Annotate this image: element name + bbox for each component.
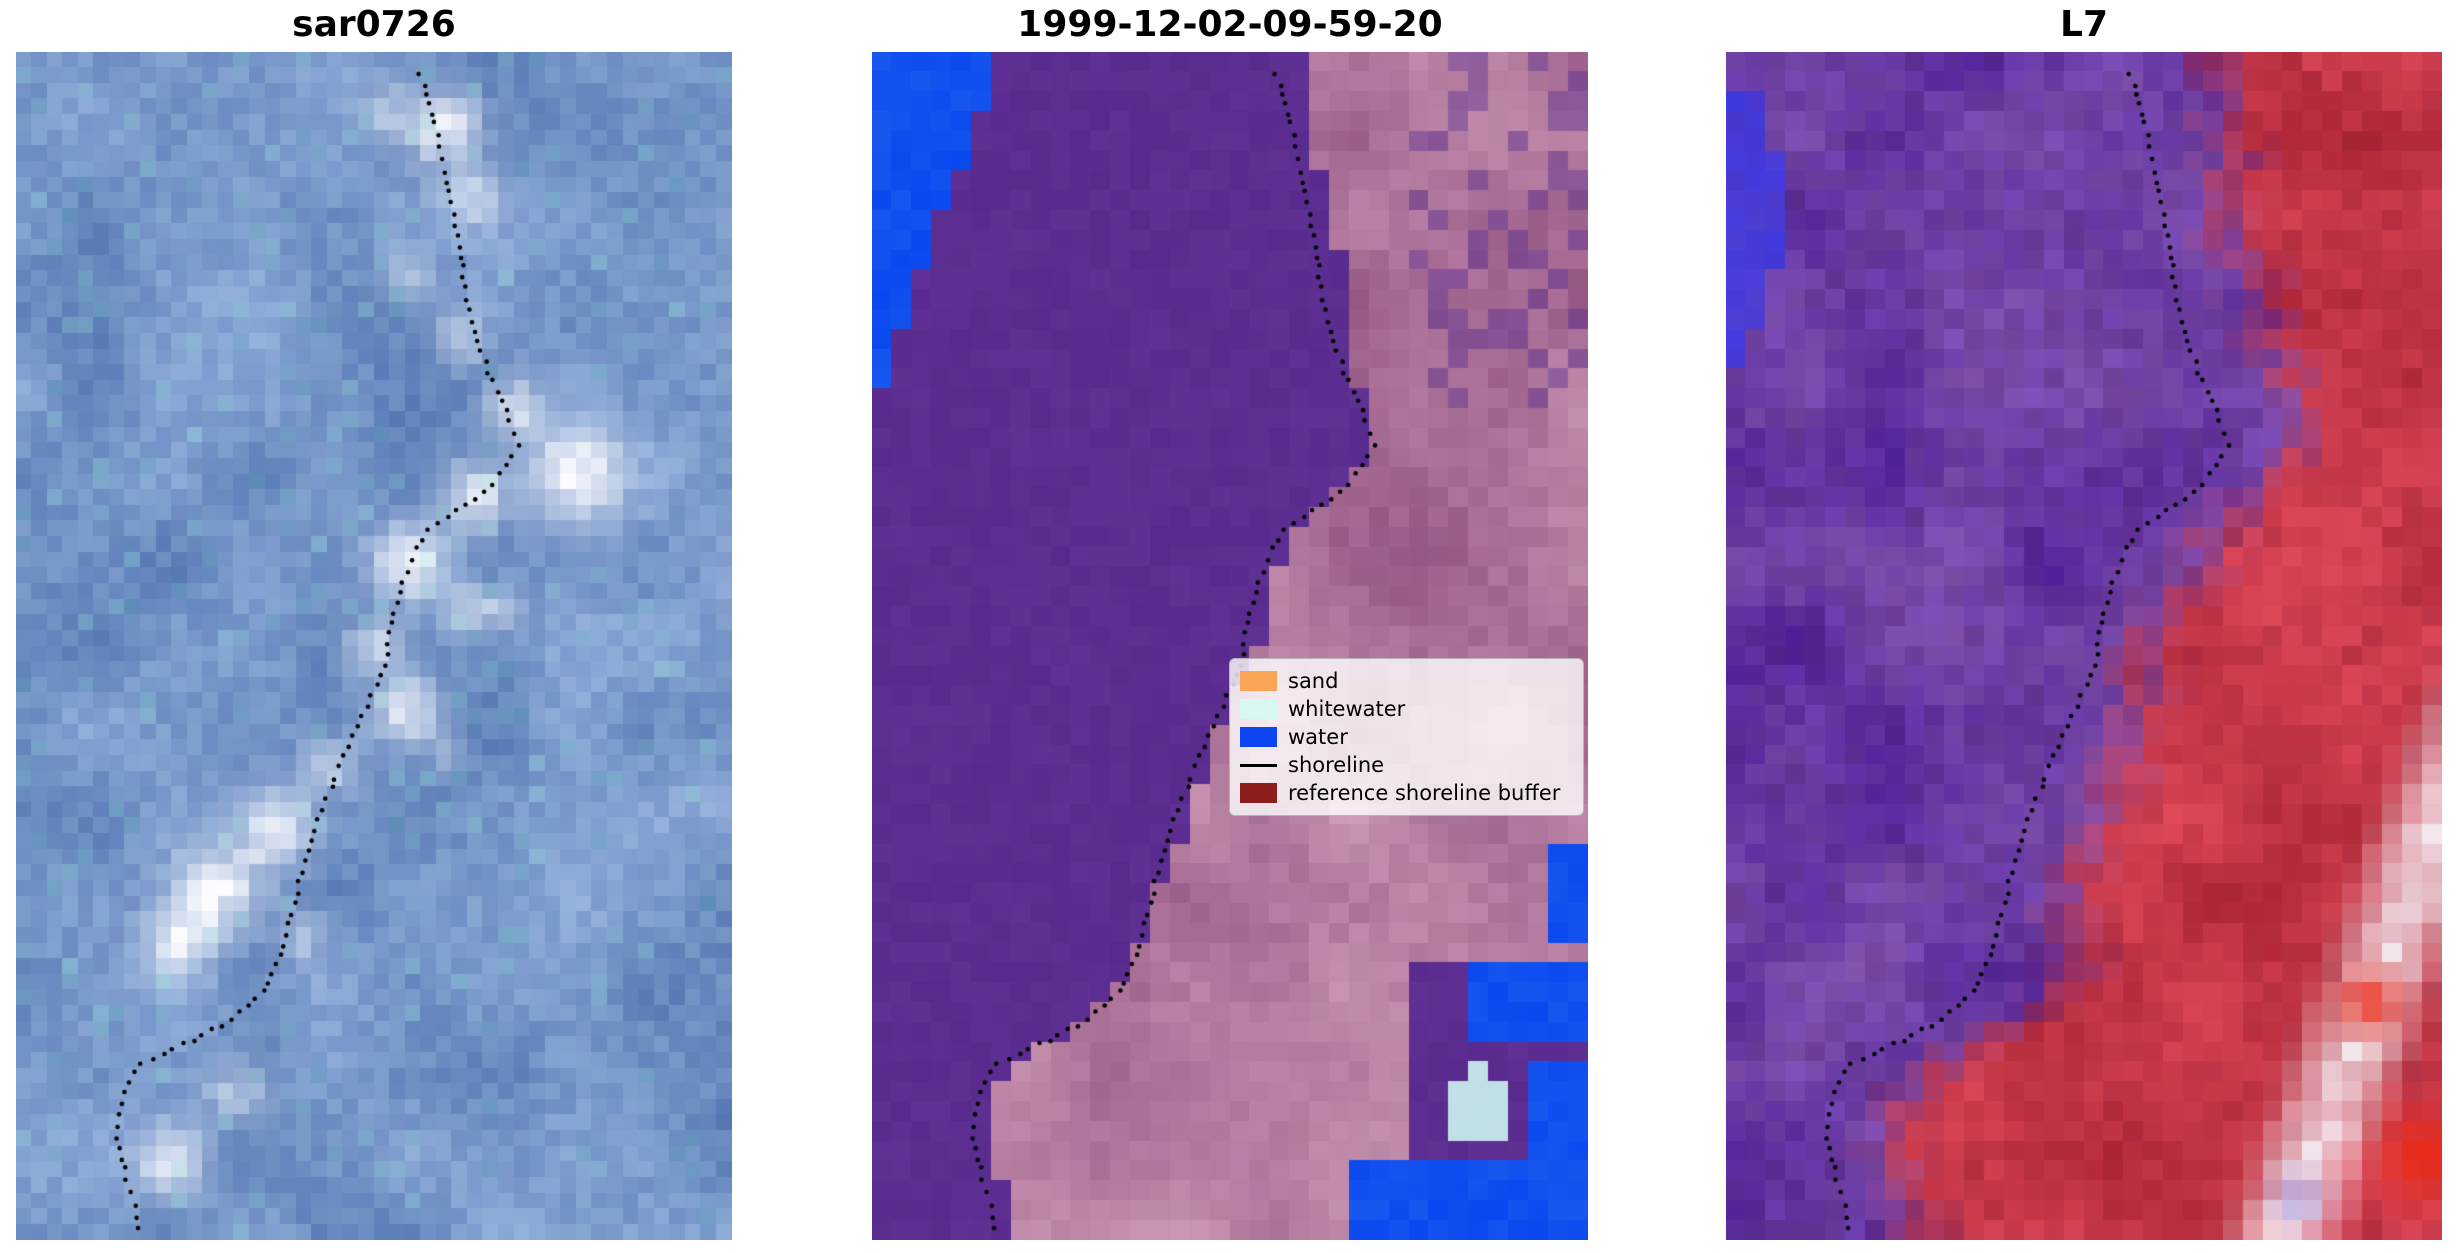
panel-title-l7: L7 (2060, 4, 2108, 45)
sand-color-swatch (1240, 671, 1277, 691)
legend-item-sand: sand (1240, 667, 1573, 695)
legend-label-water: water (1288, 725, 1348, 749)
panel-sar0726: sar0726 (16, 0, 732, 1253)
whitewater-color-swatch (1240, 699, 1277, 719)
shoreline-line-swatch (1240, 763, 1277, 767)
panel-l7: L7 (1726, 0, 2442, 1253)
water-color-swatch (1240, 727, 1277, 747)
reference-shoreline-buffer-color-swatch (1240, 783, 1277, 803)
panel-title-classified: 1999-12-02-09-59-20 (1017, 4, 1443, 45)
panel-classified: 1999-12-02-09-59-20 sand whitewater wate… (872, 0, 1588, 1253)
legend-item-water: water (1240, 723, 1573, 751)
panel-title-sar0726: sar0726 (292, 4, 456, 45)
legend-item-reference-shoreline-buffer: reference shoreline buffer (1240, 779, 1573, 807)
classified-image (872, 52, 1588, 1240)
legend-item-whitewater: whitewater (1240, 695, 1573, 723)
legend-item-shoreline: shoreline (1240, 751, 1573, 779)
legend-label-whitewater: whitewater (1288, 697, 1406, 721)
sar-image (16, 52, 732, 1240)
legend-label-shoreline: shoreline (1288, 753, 1385, 777)
legend-label-reference-shoreline-buffer: reference shoreline buffer (1288, 781, 1561, 805)
legend-label-sand: sand (1288, 669, 1339, 693)
classification-legend: sand whitewater water shoreline referenc… (1229, 658, 1584, 816)
l7-image (1726, 52, 2442, 1240)
